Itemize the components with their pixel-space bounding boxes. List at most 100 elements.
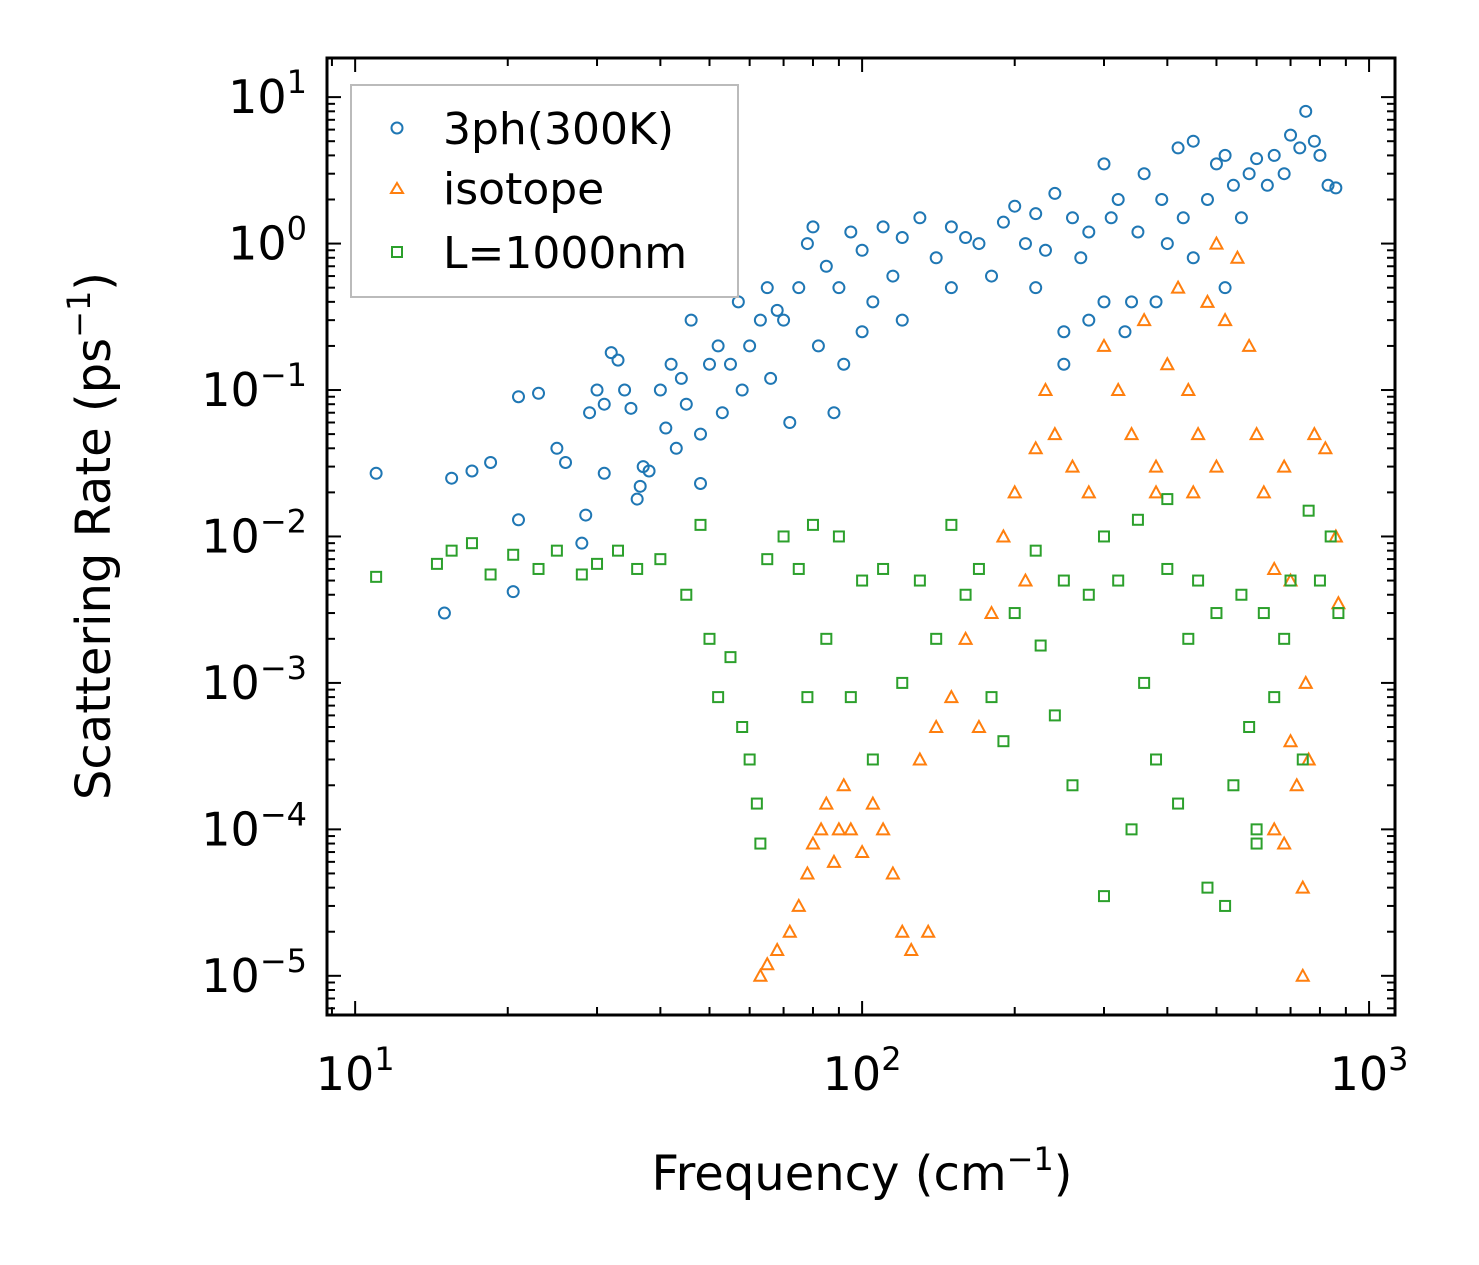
data-point [674,371,688,385]
legend-marker-l1000nm [391,246,403,258]
data-point [624,401,638,415]
data-point [875,821,891,836]
data-point [1064,458,1081,473]
data-point [370,570,383,583]
data-point [791,897,807,912]
data-point [1182,632,1195,645]
data-point [1260,178,1274,192]
data-point [799,865,816,880]
data-point [630,492,644,506]
data-point [1074,251,1088,265]
data-point [1138,676,1151,689]
data-point [711,339,725,353]
data-point [1172,797,1185,810]
data-point [506,585,520,599]
y-tick-label: 101 [228,63,307,124]
data-point [885,865,901,880]
data-point [944,220,958,234]
data-point [1047,426,1063,441]
data-point [484,568,497,581]
data-point [1185,484,1201,499]
data-point [1330,595,1347,610]
legend: 3ph(300K) isotope L=1000nm [350,84,739,298]
data-point [1057,357,1071,371]
data-point [813,821,829,836]
series-2 [370,493,1345,912]
data-point [604,346,618,360]
y-tick-label: 10−5 [201,942,307,1003]
data-point [844,691,857,704]
data-point [654,553,667,566]
data-point [930,632,943,645]
data-point [1096,337,1112,352]
legend-label-3ph: 3ph(300K) [443,104,674,155]
axis-ticks: 101 102 103 101 100 10−1 10−2 10−3 10−4 10−5 [201,58,1409,1101]
data-point [818,795,835,810]
data-point [1324,530,1337,543]
data-point [369,466,383,480]
data-point [1155,192,1169,206]
data-point [1289,777,1305,792]
data-point [920,923,936,938]
data-point [750,797,763,810]
data-point [1161,562,1174,575]
data-point [1123,426,1140,441]
data-point [631,562,644,575]
data-point [736,721,749,734]
data-point [680,588,693,601]
data-point [761,553,774,566]
data-point [1065,211,1079,225]
data-point [943,689,960,704]
data-point [1208,458,1225,473]
data-point [928,718,944,734]
data-point [559,455,573,469]
data-point [1299,104,1313,118]
data-point [996,215,1010,229]
data-point [1029,207,1043,221]
data-point [806,518,819,531]
data-point [971,718,987,734]
data-point [1250,837,1263,850]
data-point [1097,157,1111,171]
data-point [782,923,798,938]
data-point [1110,381,1126,397]
data-point [753,313,767,327]
data-point [743,753,756,766]
data-point [1218,281,1232,295]
data-point [896,676,909,689]
data-point [532,562,545,575]
data-point [1329,181,1343,195]
data-point [1332,607,1345,620]
x-tick-label: 103 [1330,1040,1409,1101]
data-point [465,537,478,550]
data-point [972,237,986,251]
data-point [754,837,767,850]
data-point [1028,440,1044,455]
data-point [1048,709,1061,722]
data-point [1111,192,1125,206]
data-point [1029,544,1042,557]
data-point [1082,313,1096,327]
data-point [1136,312,1152,327]
data-point [694,518,707,531]
y-axis-label: Scattering Rate (ps−1) [60,272,122,800]
series-0 [369,104,1343,620]
data-point [590,383,604,397]
data-point [800,237,814,251]
data-point [1176,211,1190,225]
data-point [752,967,769,982]
data-point [832,530,845,543]
data-point [1256,484,1272,499]
data-point [959,588,972,601]
data-point [1008,199,1022,213]
data-point [1159,356,1176,371]
data-point [1282,733,1299,748]
data-point [612,544,625,557]
data-point [866,295,880,309]
data-point [837,357,851,371]
data-point [1235,588,1248,601]
data-point [759,956,775,971]
data-point [465,464,479,478]
data-point [1186,134,1200,148]
data-point [1209,157,1223,171]
